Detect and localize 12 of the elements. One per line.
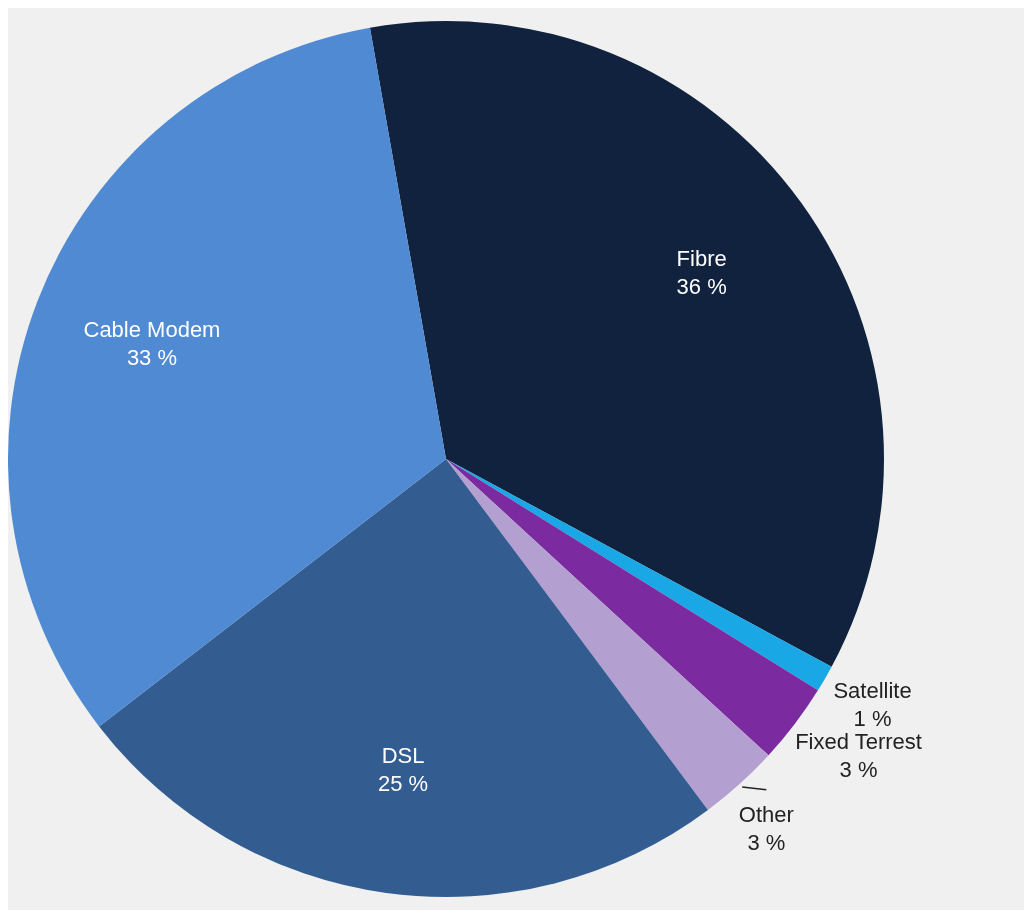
slice-label: DSL [381, 743, 425, 769]
data-label: 1 % [853, 706, 892, 732]
data-label: 3 % [747, 829, 786, 855]
data-label: 3 % [839, 757, 878, 783]
data-label: 36 % [676, 274, 727, 300]
data-label: 33 % [126, 345, 178, 371]
slice-label: Fibre [676, 246, 727, 272]
slice-label: Other [738, 801, 794, 827]
data-label: 25 % [378, 771, 429, 797]
slice-label: Satellite [833, 678, 912, 704]
slice-label: Cable Modem [83, 317, 221, 343]
slice-label: Fixed Terrest [795, 729, 922, 755]
